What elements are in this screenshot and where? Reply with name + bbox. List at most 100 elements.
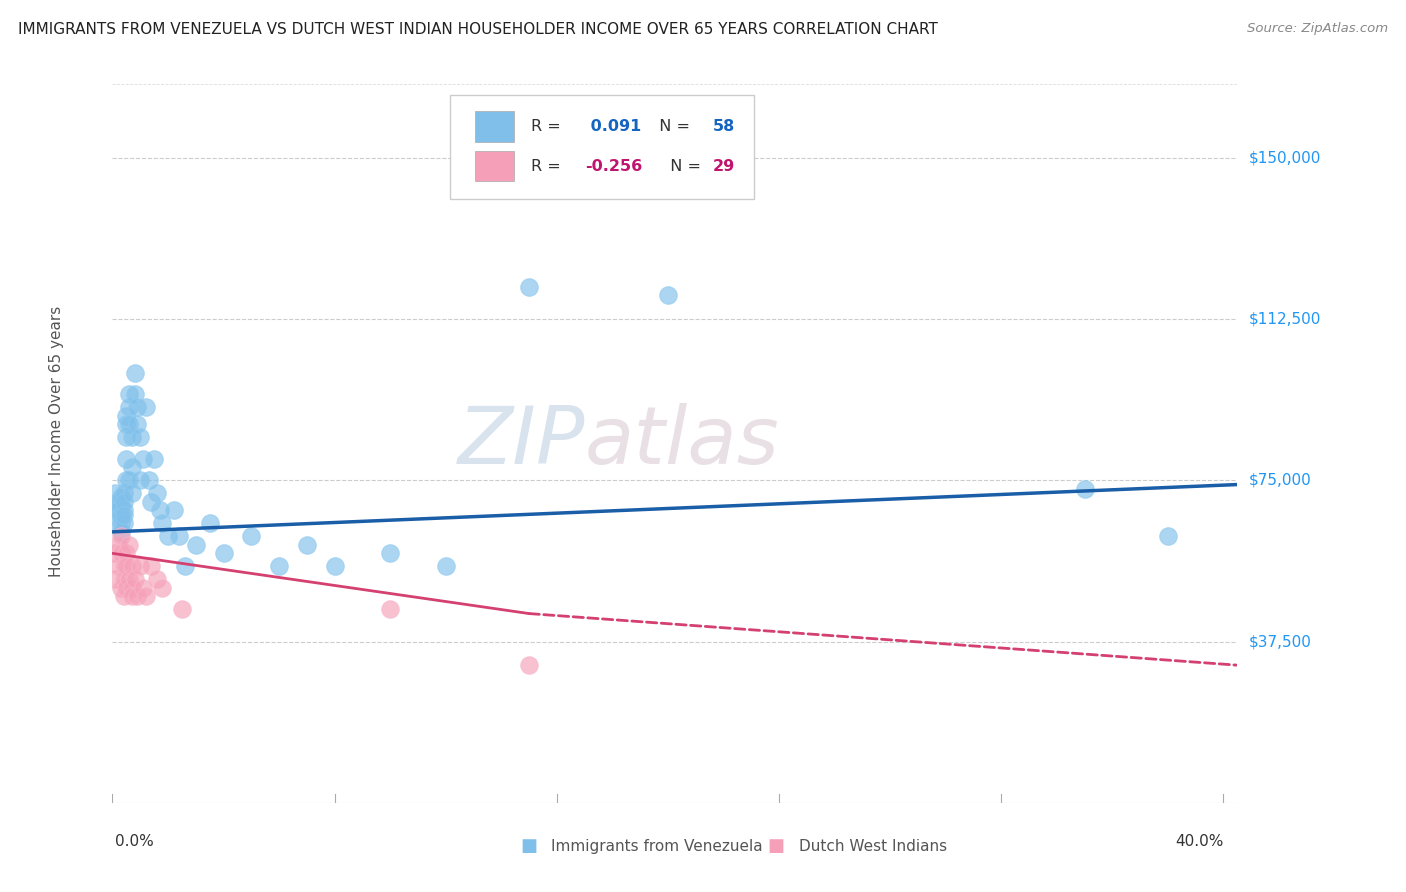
Point	[115, 473, 138, 487]
Point	[115, 451, 138, 466]
Point	[118, 400, 141, 414]
Point	[295, 538, 318, 552]
Point	[115, 430, 138, 444]
Text: R =: R =	[531, 159, 565, 174]
Point	[212, 546, 235, 560]
Text: Immigrants from Venezuela: Immigrants from Venezuela	[551, 838, 763, 854]
Point	[110, 524, 132, 539]
Text: N =: N =	[661, 159, 706, 174]
Point	[127, 417, 149, 432]
Text: atlas: atlas	[585, 402, 780, 481]
Text: Dutch West Indians: Dutch West Indians	[799, 838, 946, 854]
Point	[380, 546, 402, 560]
Point	[115, 409, 138, 423]
Point	[112, 572, 135, 586]
Point	[162, 503, 184, 517]
Point	[118, 387, 141, 401]
Point	[121, 559, 143, 574]
Point	[121, 430, 143, 444]
Point	[146, 572, 169, 586]
Text: $112,500: $112,500	[1249, 311, 1320, 326]
Point	[184, 538, 207, 552]
Point	[152, 581, 174, 595]
Point	[107, 559, 129, 574]
Point	[434, 559, 457, 574]
Point	[115, 546, 138, 560]
Point	[152, 516, 174, 531]
Point	[173, 559, 195, 574]
Point	[112, 590, 135, 604]
Point	[121, 460, 143, 475]
Point	[115, 581, 138, 595]
Point	[149, 503, 172, 517]
Point	[110, 516, 132, 531]
Point	[129, 430, 152, 444]
Point	[112, 494, 135, 508]
Point	[167, 529, 190, 543]
Point	[112, 516, 135, 531]
Point	[129, 559, 152, 574]
Point	[118, 538, 141, 552]
Point	[1157, 529, 1180, 543]
Text: R =: R =	[531, 119, 565, 134]
Point	[118, 473, 141, 487]
Point	[124, 387, 146, 401]
Point	[107, 503, 129, 517]
Point	[115, 559, 138, 574]
Text: IMMIGRANTS FROM VENEZUELA VS DUTCH WEST INDIAN HOUSEHOLDER INCOME OVER 65 YEARS : IMMIGRANTS FROM VENEZUELA VS DUTCH WEST …	[18, 22, 938, 37]
Point	[110, 499, 132, 513]
Point	[380, 602, 402, 616]
Text: ■: ■	[520, 838, 537, 855]
Point	[110, 491, 132, 505]
Point	[132, 581, 155, 595]
Text: 0.091: 0.091	[585, 119, 641, 134]
Point	[129, 473, 152, 487]
Point	[121, 486, 143, 500]
Point	[104, 503, 127, 517]
Text: 58: 58	[713, 119, 735, 134]
Point	[141, 559, 163, 574]
Point	[1073, 482, 1095, 496]
Point	[157, 529, 180, 543]
Point	[135, 400, 157, 414]
Point	[112, 486, 135, 500]
Point	[240, 529, 263, 543]
Point	[135, 590, 157, 604]
Point	[143, 451, 166, 466]
Point	[107, 516, 129, 531]
Text: $37,500: $37,500	[1249, 634, 1312, 649]
Point	[118, 417, 141, 432]
Text: ZIP: ZIP	[457, 402, 585, 481]
Point	[110, 546, 132, 560]
Point	[124, 572, 146, 586]
Point	[112, 508, 135, 522]
Point	[104, 486, 127, 500]
Text: Householder Income Over 65 years: Householder Income Over 65 years	[49, 306, 63, 577]
Point	[107, 494, 129, 508]
Text: 40.0%: 40.0%	[1175, 834, 1223, 849]
Point	[657, 288, 679, 302]
FancyBboxPatch shape	[450, 95, 754, 200]
Point	[115, 417, 138, 432]
Point	[141, 494, 163, 508]
Point	[198, 516, 221, 531]
Point	[132, 451, 155, 466]
Point	[110, 529, 132, 543]
Point	[104, 546, 127, 560]
Text: 0.0%: 0.0%	[115, 834, 155, 849]
Point	[138, 473, 160, 487]
Point	[112, 503, 135, 517]
FancyBboxPatch shape	[475, 151, 515, 181]
Point	[170, 602, 193, 616]
Point	[269, 559, 291, 574]
Point	[104, 572, 127, 586]
Text: ■: ■	[768, 838, 785, 855]
Point	[121, 590, 143, 604]
Point	[323, 559, 346, 574]
Text: $150,000: $150,000	[1249, 150, 1320, 165]
Point	[517, 658, 540, 673]
Point	[121, 581, 143, 595]
Point	[112, 559, 135, 574]
Text: $75,000: $75,000	[1249, 473, 1312, 488]
Point	[127, 400, 149, 414]
